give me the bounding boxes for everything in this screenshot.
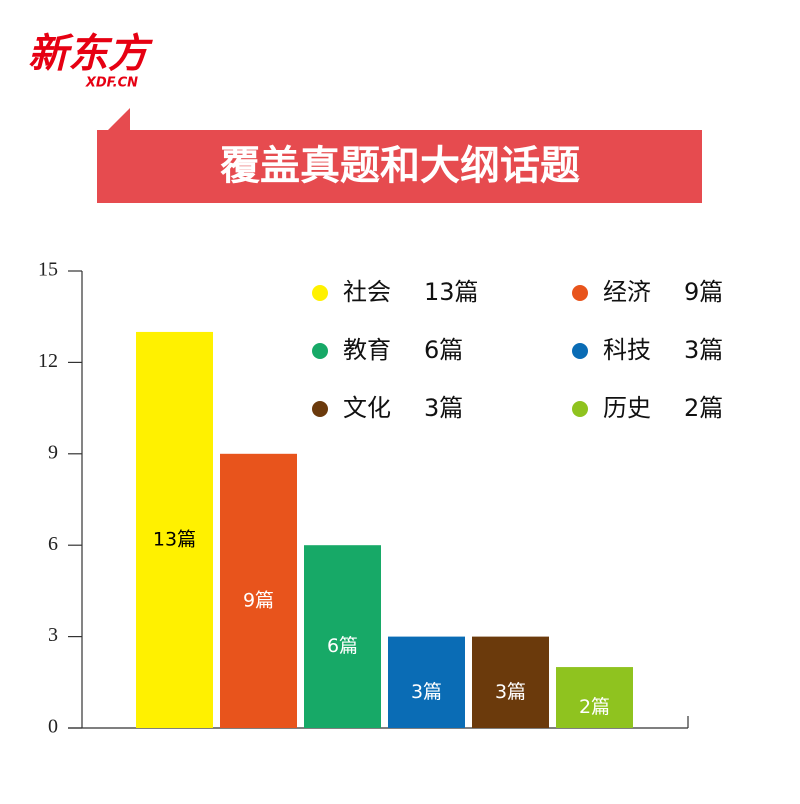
legend-marker xyxy=(572,343,588,359)
bar xyxy=(136,331,213,728)
legend-label: 文化 xyxy=(343,394,391,422)
legend-value: 3篇 xyxy=(424,394,463,422)
logo-domain: XDF.CN xyxy=(85,76,138,91)
bar xyxy=(304,545,381,728)
legend-marker xyxy=(572,285,588,301)
y-tick-label: 6 xyxy=(48,533,58,555)
legend-marker xyxy=(312,401,328,417)
legend-marker xyxy=(572,401,588,417)
value-label: 2篇 xyxy=(579,696,610,718)
bar xyxy=(472,636,549,728)
legend-value: 2篇 xyxy=(684,394,723,422)
legend-value: 9篇 xyxy=(684,278,723,306)
legend-label: 教育 xyxy=(343,336,391,364)
value-label: 9篇 xyxy=(243,589,274,611)
legend-label: 科技 xyxy=(603,336,651,364)
legend-label: 社会 xyxy=(343,278,391,306)
legend-marker xyxy=(312,343,328,359)
legend-label: 经济 xyxy=(603,278,651,306)
y-tick-label: 3 xyxy=(48,624,58,646)
logo-name: 新东方 xyxy=(28,31,153,77)
legend-value: 13篇 xyxy=(424,278,479,306)
bar xyxy=(556,667,633,728)
bar xyxy=(220,453,297,728)
legend-value: 6篇 xyxy=(424,336,463,364)
value-label: 6篇 xyxy=(327,635,358,657)
chart-title: 覆盖真题和大纲话题 xyxy=(219,143,580,189)
legend-label: 历史 xyxy=(603,394,651,422)
legend-marker xyxy=(312,285,328,301)
y-tick-label: 9 xyxy=(48,441,58,463)
value-label: 13篇 xyxy=(153,528,196,550)
legend-value: 3篇 xyxy=(684,336,723,364)
bar xyxy=(388,636,465,728)
title-banner xyxy=(97,108,702,203)
value-label: 3篇 xyxy=(411,681,442,703)
value-label: 3篇 xyxy=(495,681,526,703)
y-tick-label: 0 xyxy=(48,716,58,738)
y-tick-label: 12 xyxy=(38,350,58,372)
y-tick-label: 15 xyxy=(38,259,58,281)
